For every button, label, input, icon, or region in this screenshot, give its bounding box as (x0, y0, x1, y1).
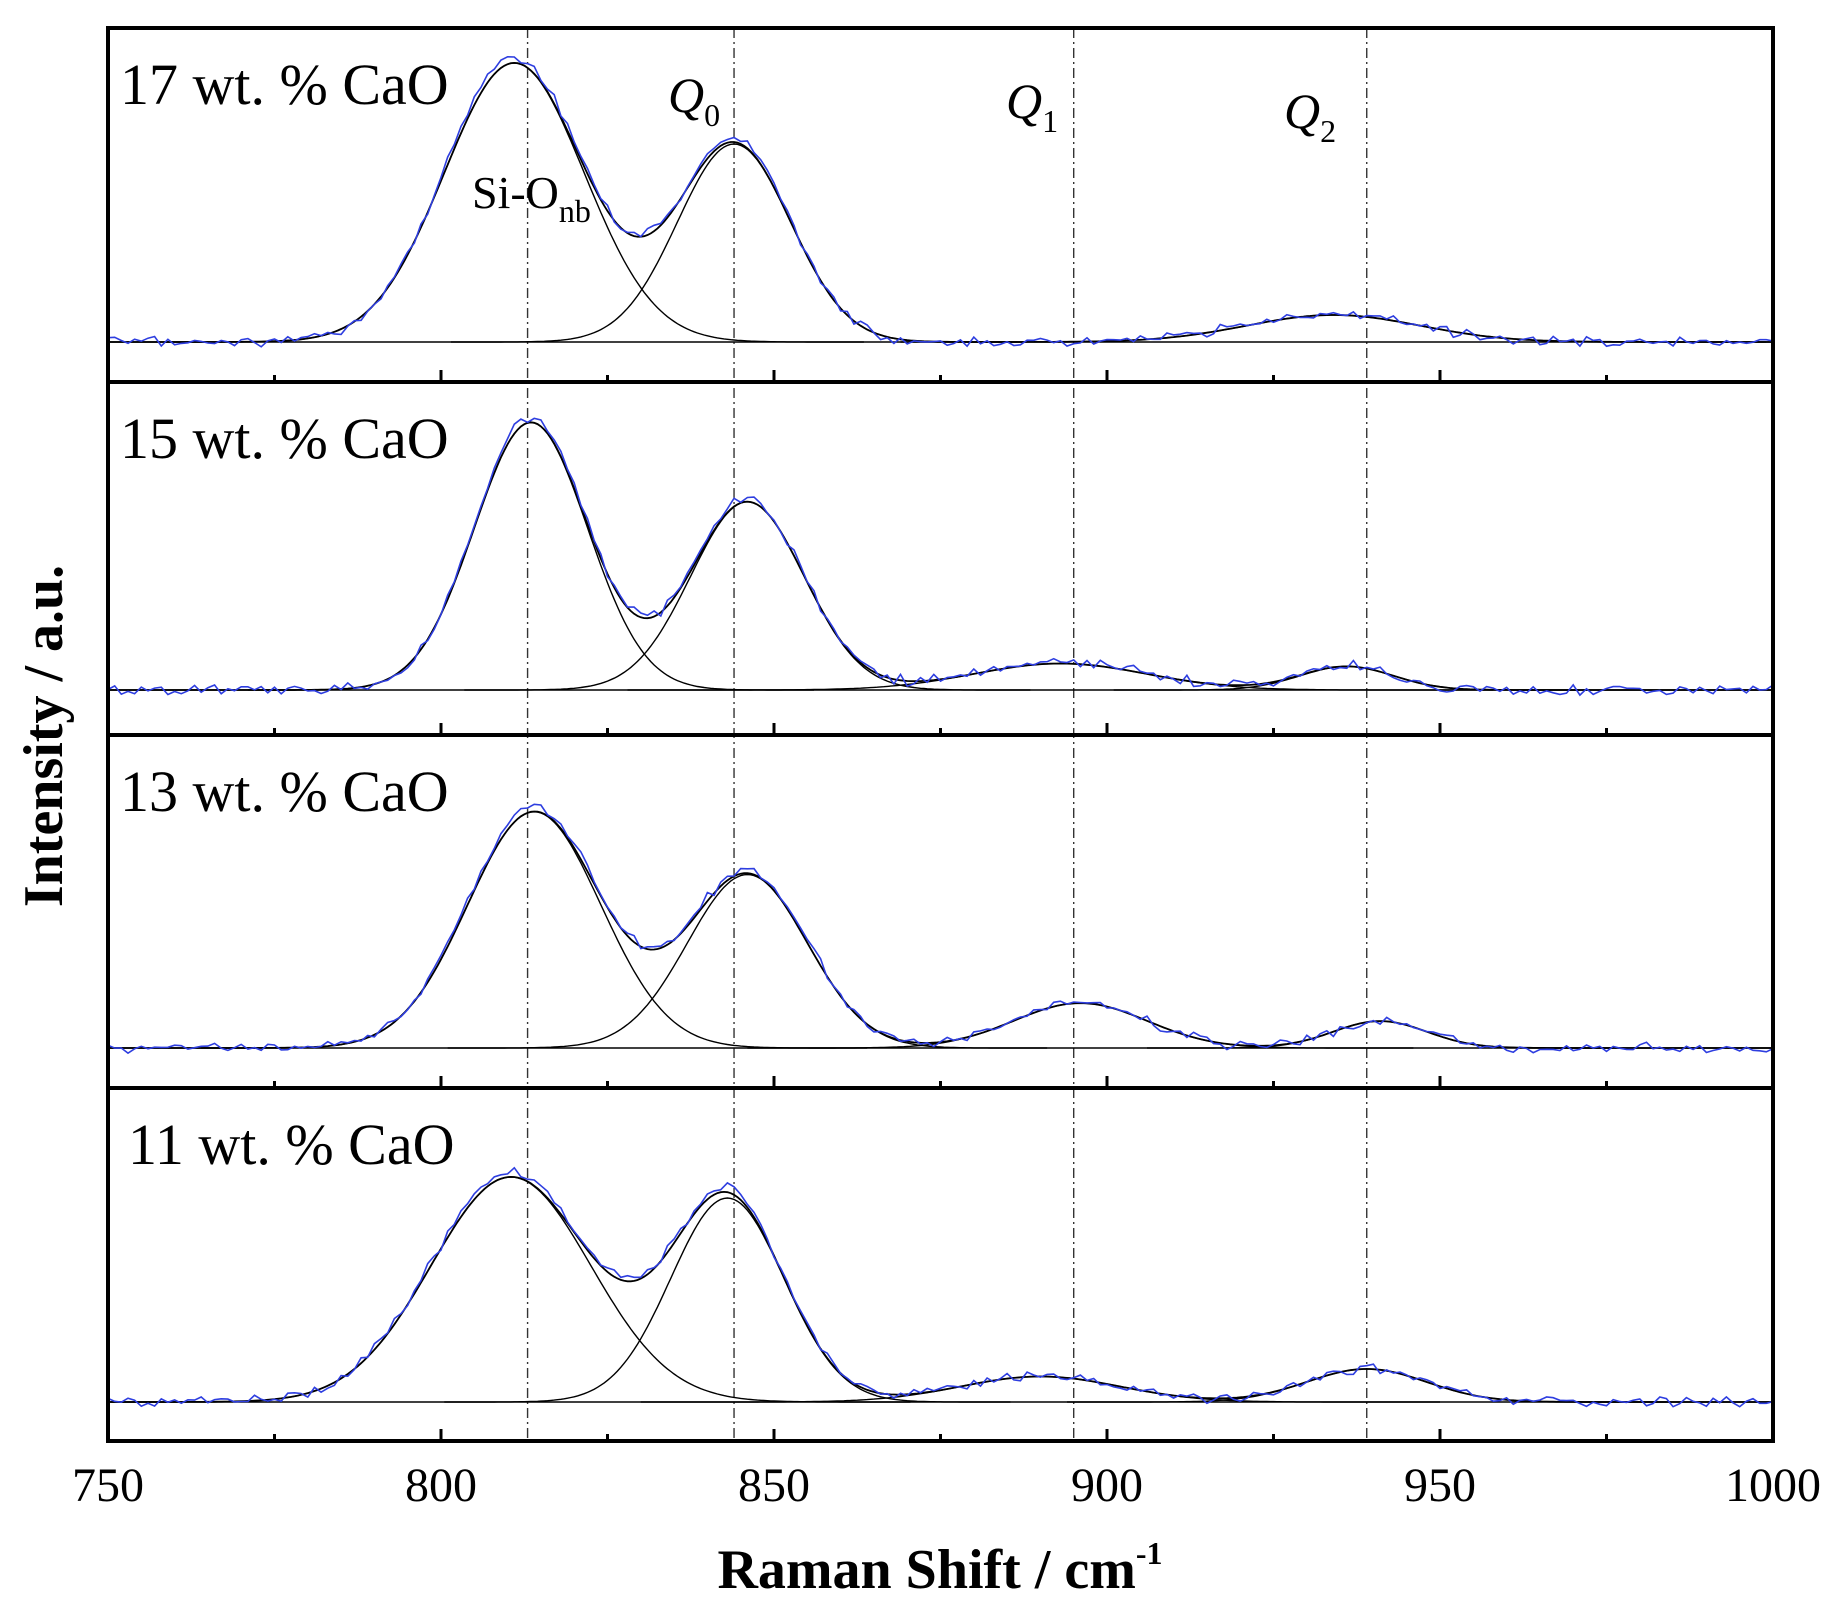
plot-frame (106, 26, 1775, 1443)
fit-envelope-2 (108, 810, 1773, 1049)
peak-annotations: Si-Onb Q0 Q1 Q2 (472, 67, 1336, 229)
x-tick-label-5: 1000 (1725, 1459, 1821, 1512)
panel-label-0: 17 wt. % CaO (120, 52, 449, 117)
x-tick-label-0: 750 (72, 1459, 144, 1512)
peak-label-0: Si-Onb (472, 167, 591, 229)
panel-1: 15 wt. % CaO (106, 380, 1775, 735)
peak-label-1: Q0 (668, 67, 720, 133)
fit-peak-2-2 (747, 1002, 1414, 1049)
panels: 17 wt. % CaO 15 wt. % CaO 13 wt. % CaO 11 w… (106, 52, 1775, 1441)
fit-envelope-3 (108, 1175, 1773, 1403)
y-axis-title: Intensity / a.u. (13, 565, 75, 907)
x-tick-label-3: 900 (1071, 1459, 1143, 1512)
x-tick-label-4: 950 (1404, 1459, 1476, 1512)
fit-peak-1-1 (464, 501, 1031, 691)
measured-spectrum-3 (107, 1166, 1774, 1408)
peak-label-2: Q1 (1006, 73, 1058, 139)
panel-label-3: 11 wt. % CaO (128, 1112, 454, 1177)
x-tick-label-2: 850 (738, 1459, 810, 1512)
panel-label-2: 13 wt. % CaO (120, 759, 449, 824)
fit-peak-0-2 (900, 314, 1767, 343)
x-axis: 750 800 850 900 950 1000 (72, 1459, 1821, 1512)
panel-2: 13 wt. % CaO (106, 733, 1775, 1088)
panel-label-1: 15 wt. % CaO (120, 406, 449, 471)
panel-3: 11 wt. % CaO (106, 1086, 1775, 1441)
measured-spectrum-1 (107, 417, 1774, 697)
plot-border (106, 26, 1775, 1443)
fit-peak-2-0 (201, 811, 868, 1049)
x-axis-title: Raman Shift / cm-1 (717, 1535, 1162, 1601)
fit-peak-3-1 (444, 1197, 1011, 1403)
peak-label-3: Q2 (1284, 83, 1336, 149)
measured-spectrum-2 (107, 803, 1774, 1055)
measured-spectrum-0 (107, 55, 1774, 348)
panel-0: 17 wt. % CaO (106, 52, 1775, 382)
fit-peak-2-1 (447, 873, 1048, 1049)
x-tick-label-1: 800 (405, 1459, 477, 1512)
